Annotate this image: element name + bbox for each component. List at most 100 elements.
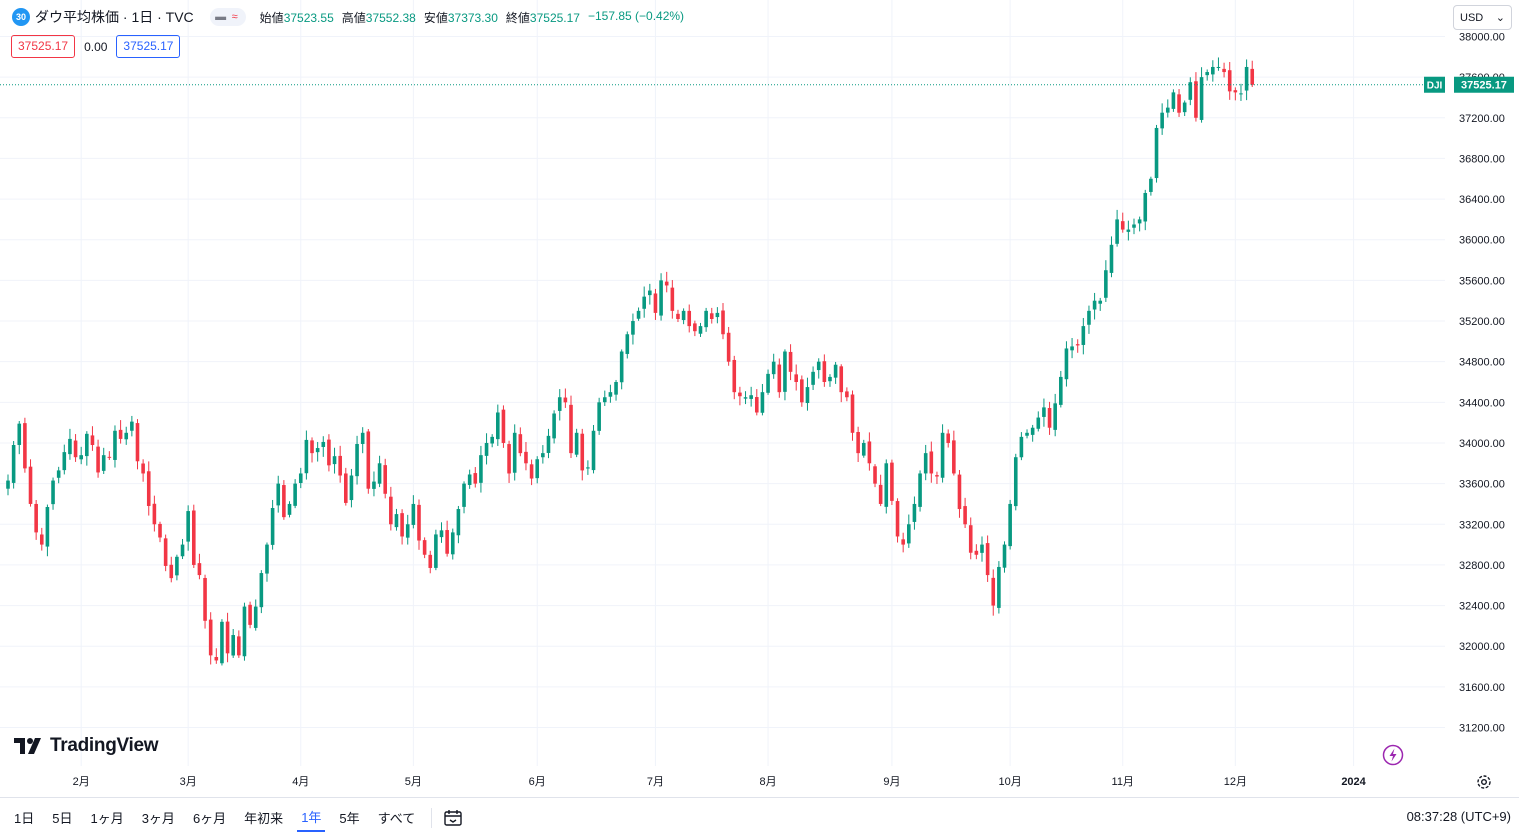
candle — [614, 379, 618, 401]
candle-body — [411, 503, 416, 525]
candle — [1182, 100, 1187, 117]
candle — [856, 426, 860, 463]
range-ytd-button[interactable]: 年初来 — [244, 811, 284, 826]
candle-body — [895, 501, 900, 537]
symbol-badge[interactable]: 30 — [12, 8, 30, 26]
candle-body — [17, 423, 22, 445]
candle-body — [574, 432, 579, 455]
candle — [360, 427, 365, 454]
candle-body — [450, 532, 455, 555]
candle-body — [242, 606, 247, 657]
candle-body — [1070, 346, 1074, 351]
candle — [980, 536, 984, 562]
candle — [557, 389, 562, 421]
candle-body — [259, 573, 264, 608]
candlestick-chart[interactable]: DJI — [0, 0, 1445, 766]
candle — [653, 288, 658, 320]
candle-body — [693, 323, 697, 332]
candle-body — [1171, 92, 1176, 109]
candle — [496, 404, 500, 446]
candle-body — [107, 456, 112, 458]
time-tick-label: 9月 — [883, 776, 900, 788]
sell-price-box[interactable]: 37525.17 — [11, 35, 76, 58]
change-value: −157.85 (−0.42%) — [587, 8, 685, 23]
time-tick-label: 3月 — [180, 776, 197, 788]
price-axis[interactable]: 31200.00 31600.00 32000.00 32400.00 32800.00… — [1445, 0, 1519, 766]
candle-body — [676, 313, 680, 319]
candle — [1030, 424, 1035, 442]
candle-body — [68, 438, 72, 455]
candle — [332, 447, 337, 474]
candle — [670, 280, 675, 319]
range-5d-button[interactable]: 5日 — [52, 811, 73, 826]
candle — [985, 535, 990, 582]
candle-body — [496, 412, 500, 440]
candle-body — [124, 432, 129, 440]
candle — [794, 364, 798, 391]
candle-body — [180, 544, 185, 557]
candle-body — [1227, 70, 1232, 92]
candle-body — [783, 351, 787, 392]
candle — [434, 529, 438, 571]
candle — [152, 495, 157, 532]
candle — [1025, 429, 1029, 439]
candle — [1115, 209, 1119, 247]
candle — [282, 480, 286, 520]
range-1d-button[interactable]: 1日 — [14, 811, 35, 826]
candle — [394, 508, 399, 531]
range-1y-button[interactable]: 1年 — [297, 803, 326, 832]
time-axis-scale[interactable]: 2月 3月 4月 5月 6月 7月 8月 9月 10月 11月 12月 2024 — [0, 766, 1445, 796]
calendar-range-icon[interactable] — [442, 807, 464, 829]
candle — [467, 469, 472, 489]
candle-body — [135, 423, 140, 462]
candle-body — [265, 544, 269, 574]
range-5y-button[interactable]: 5年 — [339, 811, 360, 826]
tradingview-logo[interactable]: TradingView — [14, 735, 159, 757]
currency-select[interactable]: USD ⌄ — [1453, 5, 1512, 30]
candle-body — [541, 453, 545, 458]
range-1m-button[interactable]: 1ヶ月 — [90, 811, 124, 826]
candle-body — [811, 371, 815, 385]
candle-body — [856, 431, 860, 454]
candle-body — [355, 443, 359, 477]
candle-body — [85, 433, 89, 457]
candle-body — [90, 435, 95, 446]
candle — [113, 425, 117, 468]
candle — [783, 349, 787, 401]
range-3m-button[interactable]: 3ヶ月 — [141, 811, 175, 826]
candle — [68, 428, 72, 460]
clock-timezone[interactable]: 08:37:28 (UTC+9) — [1406, 809, 1511, 824]
toolbar-divider — [431, 807, 433, 828]
date-range-buttons: 1日 5日 1ヶ月 3ヶ月 6ヶ月 年初来 1年 5年 すべて — [0, 803, 419, 832]
candle — [400, 509, 404, 545]
chart-plot-area[interactable]: DJI — [0, 0, 1445, 766]
open-value: 37523.55 — [283, 10, 334, 25]
minus-icon[interactable]: ▬ — [215, 11, 227, 23]
candle-body — [282, 485, 286, 518]
approx-icon[interactable]: ≈ — [231, 11, 238, 23]
price-axis-scale[interactable]: 31200.00 31600.00 32000.00 32400.00 32800.00… — [1445, 0, 1519, 766]
buy-price-box[interactable]: 37525.17 — [116, 35, 181, 58]
symbol-title[interactable]: ダウ平均株価 · 1日 · TVC — [35, 9, 194, 25]
candle-body — [738, 392, 742, 397]
candle-body — [1104, 270, 1108, 298]
range-all-button[interactable]: すべて — [377, 811, 416, 826]
candle — [788, 344, 793, 381]
time-tick-label: 4月 — [292, 776, 309, 788]
time-axis[interactable]: 2月 3月 4月 5月 6月 7月 8月 9月 10月 11月 12月 2024 — [0, 766, 1445, 796]
candle — [895, 498, 900, 543]
candle-body — [321, 441, 326, 447]
candle — [377, 455, 382, 488]
candle-body — [777, 364, 782, 393]
gear-icon[interactable] — [1474, 772, 1494, 792]
candle — [709, 307, 714, 324]
lightning-icon[interactable] — [1382, 744, 1404, 766]
candle — [51, 477, 55, 510]
candle — [771, 353, 776, 379]
candle — [1211, 60, 1215, 82]
candle-body — [1047, 407, 1052, 428]
range-6m-button[interactable]: 6ヶ月 — [192, 811, 227, 826]
candle — [344, 467, 348, 506]
candle-body — [344, 473, 348, 503]
price-tick-label: 32400.00 — [1459, 601, 1505, 613]
